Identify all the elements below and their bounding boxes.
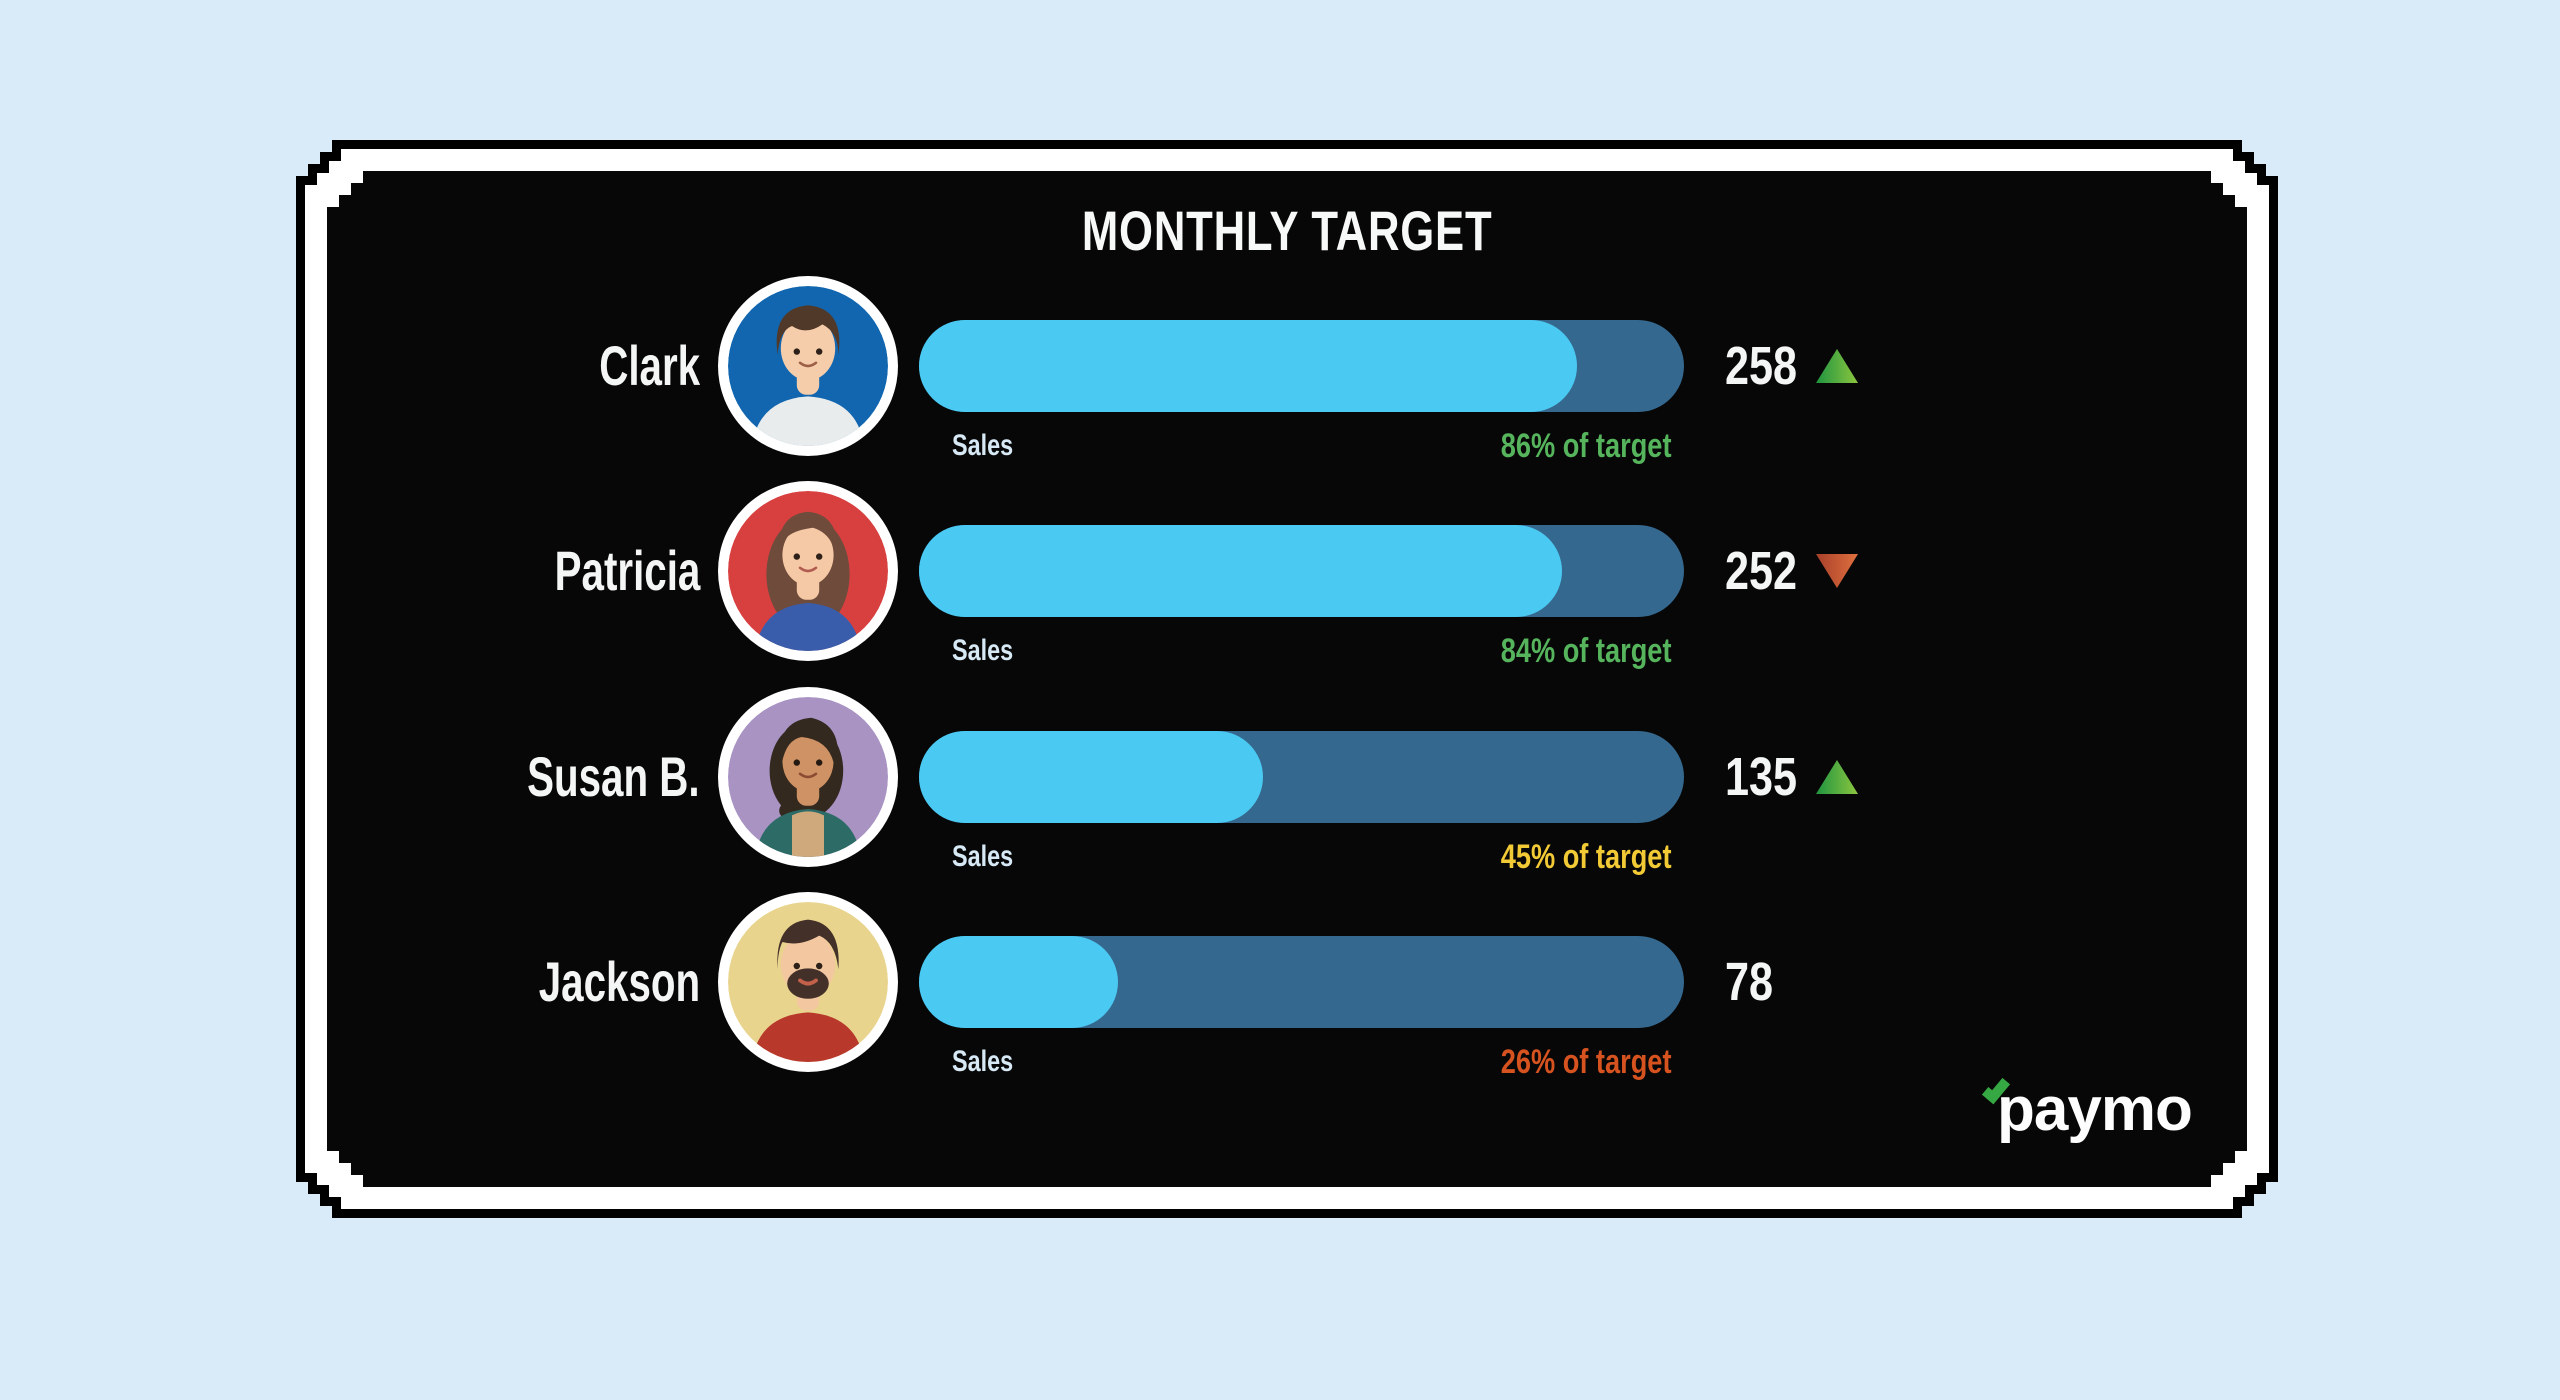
- employee-name: Clark: [599, 334, 700, 397]
- bar-sublabel: Sales: [952, 1045, 1014, 1078]
- trend-up-icon: [1816, 760, 1858, 794]
- avatar-illustration-icon: [728, 902, 888, 1062]
- progress-fill: [919, 320, 1577, 412]
- bar-sublabel: Sales: [952, 840, 1014, 873]
- trend-up-icon: [1816, 349, 1858, 383]
- target-percent-label: 26% of target: [1500, 1043, 1671, 1081]
- sales-value: 78: [1725, 952, 1774, 1012]
- avatar: [718, 892, 898, 1072]
- brand-logo: paymo: [1975, 1074, 2215, 1154]
- sales-value: 258: [1725, 336, 1798, 396]
- progress-track: [919, 320, 1684, 412]
- progress-track: [919, 731, 1684, 823]
- target-percent-label: 45% of target: [1500, 838, 1671, 876]
- brand-logo-text: paymo: [1997, 1075, 2193, 1144]
- sales-value: 135: [1725, 747, 1798, 807]
- progress-fill: [919, 936, 1118, 1028]
- bar-sublabel: Sales: [952, 429, 1014, 462]
- employee-name: Patricia: [554, 539, 700, 602]
- employee-name: Jackson: [538, 950, 700, 1013]
- progress-track: [919, 936, 1684, 1028]
- avatar-illustration-icon: [728, 491, 888, 651]
- avatar: [718, 687, 898, 867]
- progress-track: [919, 525, 1684, 617]
- avatar: [718, 276, 898, 456]
- employee-name: Susan B.: [527, 745, 700, 808]
- page-title: MONTHLY TARGET: [1081, 199, 1493, 262]
- bar-sublabel: Sales: [952, 634, 1014, 667]
- progress-fill: [919, 731, 1264, 823]
- target-percent-label: 86% of target: [1500, 427, 1671, 465]
- sales-value: 252: [1725, 541, 1798, 601]
- avatar: [718, 481, 898, 661]
- avatar-illustration-icon: [728, 697, 888, 857]
- target-percent-label: 84% of target: [1500, 632, 1671, 670]
- avatar-illustration-icon: [728, 286, 888, 446]
- trend-down-icon: [1816, 554, 1858, 588]
- progress-fill: [919, 525, 1562, 617]
- monthly-target-card: MONTHLY TARGET Clark: [296, 140, 2278, 1218]
